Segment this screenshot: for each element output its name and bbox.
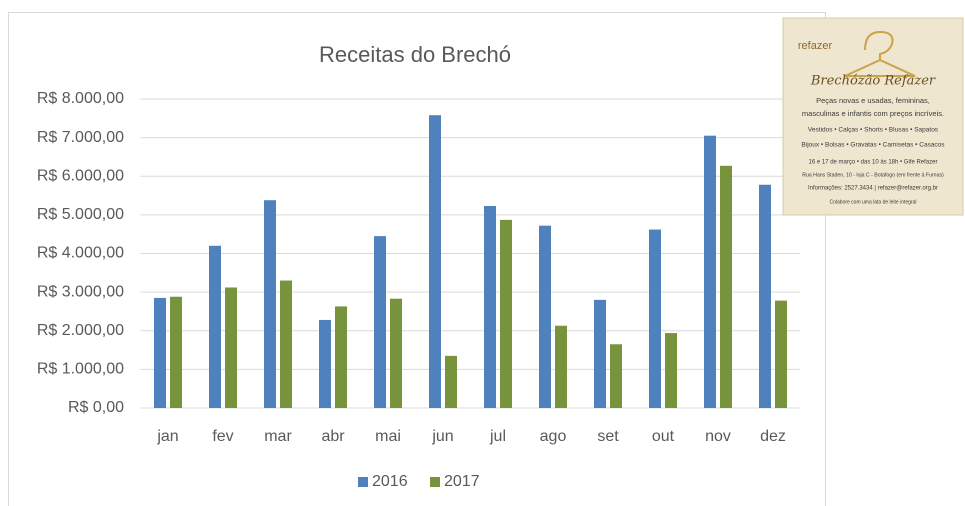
legend-label: 2017 [444,473,480,490]
bar [610,344,622,408]
flyer-line: Bijoux • Bolsas • Gravatas • Camisetas •… [801,142,945,149]
x-tick-label: dez [760,428,786,445]
flyer-line: Informações: 2527.3434 | refazer@refazer… [808,186,938,192]
x-tick-label: mai [375,428,401,445]
bar [264,200,276,408]
x-tick-label: ago [540,428,567,445]
bar [484,205,496,408]
bar [665,333,677,408]
x-tick-label: fev [212,428,233,445]
x-tick-label: set [597,428,619,445]
flyer-logo: refazer [798,40,833,52]
y-tick-label: R$ 0,00 [68,399,124,416]
y-tick-label: R$ 4.000,00 [37,245,124,262]
y-tick-label: R$ 3.000,00 [37,283,124,300]
y-tick-label: R$ 6.000,00 [37,167,124,184]
bar [154,297,166,408]
bar [429,115,441,408]
flyer-line: Colabore com uma lata de leite integral [830,199,917,205]
flyer-line: 16 e 17 de março • das 10 às 18h • Gife … [809,160,938,166]
bar [775,300,787,408]
hanger-icon [844,30,916,77]
y-tick-label: R$ 8.000,00 [37,90,124,107]
flyer-title: Brechózão Refazer [810,74,936,89]
x-tick-label: jan [156,428,178,445]
x-tick-label: jul [489,428,506,445]
chart-frame [8,12,826,506]
flyer-line: Peças novas e usadas, femininas, [816,96,930,105]
y-tick-label: R$ 1.000,00 [37,361,124,378]
bar [704,135,716,408]
bar [225,287,237,408]
bar [374,236,386,408]
bar [390,298,402,408]
flyer-line: Rua Hans Staden, 10 - loja C - Botafogo … [802,172,944,178]
x-tick-label: jun [431,428,453,445]
x-tick-label: out [652,428,675,445]
flyer-background [782,17,964,216]
bar [280,280,292,408]
y-tick-label: R$ 5.000,00 [37,206,124,223]
bar [649,229,661,408]
bar [335,306,347,408]
chart-title: Receitas do Brechó [319,42,511,67]
bar [555,325,567,408]
x-tick-label: mar [264,428,292,445]
x-tick-label: nov [705,428,731,445]
bar [539,225,551,408]
legend-swatch [358,477,368,487]
y-tick-label: R$ 7.000,00 [37,129,124,146]
flyer: refazer Brechózão Refazer Peças novas e … [782,17,964,216]
bar [170,296,182,408]
bar [500,219,512,408]
bar [759,184,771,408]
legend-swatch [430,477,440,487]
flyer-line: Vestidos • Calças • Shorts • Blusas • Sa… [808,127,939,134]
bar [594,299,606,408]
legend-label: 2016 [372,473,408,490]
flyer-line: masculinas e infantis com preços incríve… [802,109,944,118]
bar [720,165,732,408]
x-tick-label: abr [321,428,345,445]
bar [319,319,331,408]
bar [209,245,221,408]
bar [445,355,457,408]
y-tick-label: R$ 2.000,00 [37,322,124,339]
